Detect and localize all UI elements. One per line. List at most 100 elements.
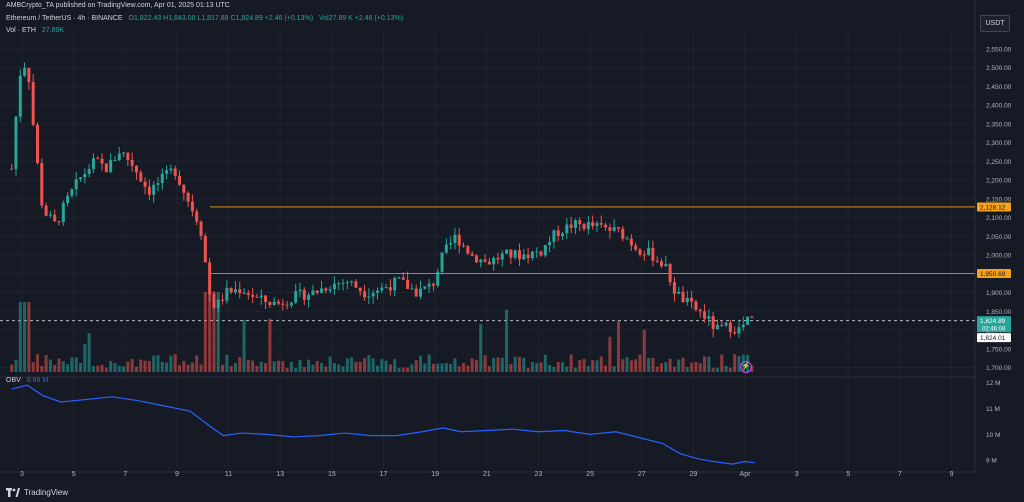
price-tag-label: 1,950.69	[980, 271, 1006, 278]
volume-bar	[70, 357, 74, 372]
volume-bar	[371, 358, 375, 372]
candle-body	[208, 262, 212, 295]
volume-bar	[35, 354, 39, 372]
price-tag-label: 2,128.12	[980, 204, 1006, 211]
candle-body	[703, 311, 707, 319]
volume-bar	[449, 363, 453, 372]
candle-body	[238, 289, 242, 293]
volume-bar	[147, 361, 151, 372]
candle-body	[91, 158, 95, 170]
price-tick-label: 1,700.00	[986, 365, 1012, 372]
price-tick-label: 2,300.00	[986, 140, 1012, 147]
volume-bar	[375, 365, 379, 372]
candle-body	[152, 184, 156, 195]
volume-bar	[466, 365, 470, 372]
volume-bar	[23, 302, 27, 372]
candle-body	[569, 224, 573, 228]
candle-body	[612, 227, 616, 231]
candle-body	[289, 302, 293, 306]
currency-button[interactable]: USDT	[980, 15, 1010, 32]
price-tick-label: 2,000.00	[986, 253, 1012, 260]
volume-bar	[660, 363, 664, 372]
volume-bar	[703, 356, 707, 372]
volume-bar	[122, 366, 126, 372]
volume-bar	[483, 355, 487, 372]
volume-bar	[543, 354, 547, 372]
volume-bar	[289, 361, 293, 372]
tradingview-brand[interactable]: TradingView	[6, 488, 68, 497]
candle-body	[147, 186, 151, 195]
price-tick-label: 2,400.00	[986, 103, 1012, 110]
volume-bar	[419, 355, 423, 372]
time-tick-label: 7	[123, 471, 127, 478]
candle-body	[165, 170, 169, 174]
volume-bar	[677, 359, 681, 372]
volume-bar	[444, 363, 448, 372]
volume-legend[interactable]: Vol · ETH 27.89K	[6, 27, 68, 34]
volume-bar	[651, 357, 655, 372]
volume-bar	[586, 366, 590, 372]
time-tick-label: 25	[586, 471, 594, 478]
time-tick-label: 27	[638, 471, 646, 478]
volume-bar	[96, 365, 100, 372]
candle-body	[647, 247, 651, 255]
candle-body	[169, 168, 173, 171]
volume-bar	[320, 363, 324, 372]
candle-body	[221, 299, 225, 301]
candle-body	[419, 288, 423, 297]
level-lines	[0, 206, 975, 322]
volume-bar	[332, 362, 336, 372]
candle-body	[733, 332, 737, 334]
candle-body	[104, 163, 108, 172]
candle-body	[182, 184, 186, 193]
volume-bar	[130, 359, 134, 372]
price-tag-label: 1,824.89	[980, 318, 1006, 325]
volume-bar	[694, 362, 698, 372]
volume-bar	[79, 362, 83, 372]
volume-bar	[233, 363, 237, 372]
volume-bar	[251, 360, 255, 372]
candle-body	[388, 287, 392, 291]
volume-bar	[634, 359, 638, 372]
volume-bar	[212, 292, 216, 372]
volume-bar	[225, 354, 229, 372]
axes: 2,550.00 2,500.00 2,450.00 2,400.00 2,350.00…	[20, 46, 1012, 478]
candle-body	[746, 316, 750, 325]
volume-bar	[388, 364, 392, 372]
candle-body	[363, 291, 367, 298]
candle-body	[625, 238, 629, 240]
volume-bar	[229, 366, 233, 372]
candle-body	[724, 322, 728, 326]
volume-bar	[655, 366, 659, 372]
volume-bar	[173, 354, 177, 372]
candle-body	[444, 244, 448, 253]
volume-bar	[539, 362, 543, 372]
candle-body	[698, 309, 702, 312]
symbol-legend[interactable]: Ethereum / TetherUS · 4h · BINANCE O1,82…	[6, 15, 407, 22]
obv-tick-label: 11 M	[986, 406, 1000, 413]
volume-bar	[616, 321, 620, 372]
obv-legend[interactable]: OBV 8.88 M	[6, 377, 52, 384]
volume-bar	[91, 366, 95, 372]
volume-bar	[707, 356, 711, 372]
volume-bar	[569, 354, 573, 372]
volume-bar	[720, 354, 724, 372]
candle-body	[380, 287, 384, 291]
time-tick-label: 21	[483, 471, 491, 478]
lightning-icon[interactable]: ⚡	[740, 361, 752, 373]
price-tick-label: 2,200.00	[986, 178, 1012, 185]
candle-body	[195, 211, 199, 222]
volume-bar	[139, 359, 143, 372]
volume-bar	[625, 357, 629, 372]
candle-body	[216, 299, 220, 309]
candle-body	[561, 233, 565, 236]
candle-body	[371, 292, 375, 297]
volume-bar	[380, 359, 384, 372]
volume-bar	[169, 355, 173, 372]
candle-body	[134, 165, 138, 173]
volume-bar	[487, 366, 491, 372]
volume-bar	[474, 359, 478, 372]
candle-body	[375, 290, 379, 293]
candle-body	[440, 252, 444, 272]
candle-body	[160, 173, 164, 184]
